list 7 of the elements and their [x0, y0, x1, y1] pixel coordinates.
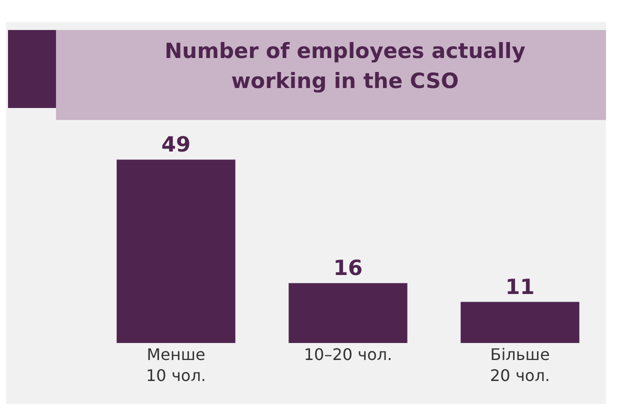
x-tick-label: Більше 20 чол. — [490, 345, 550, 385]
data-label: 49 — [161, 132, 191, 157]
data-label: 11 — [505, 274, 535, 299]
x-tick-label: Менше 10 чол. — [146, 345, 206, 385]
chart-title: Number of employees actually working in the CSO — [164, 38, 526, 95]
x-tick-label: 10–20 чол. — [304, 345, 392, 364]
data-label: 16 — [333, 256, 363, 280]
